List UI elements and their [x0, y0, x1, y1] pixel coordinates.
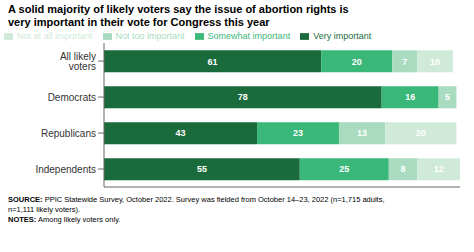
svg-text:20: 20: [416, 128, 426, 138]
svg-text:7: 7: [402, 57, 407, 67]
svg-text:23: 23: [293, 128, 303, 138]
svg-text:Republicans: Republicans: [41, 128, 96, 139]
html-text:NOTES: Among likely voters onl: NOTES: Among likely voters only.: [8, 215, 121, 224]
svg-text:5: 5: [445, 92, 450, 102]
html-text:Not too important: Not too important: [115, 31, 185, 41]
svg-text:13: 13: [357, 128, 367, 138]
svg-text:61: 61: [208, 57, 218, 67]
svg-text:Independents: Independents: [35, 164, 96, 175]
svg-text:16: 16: [405, 92, 415, 102]
svg-text:Democrats: Democrats: [48, 92, 96, 103]
html-text:Very important: Very important: [313, 31, 372, 41]
svg-text:12: 12: [434, 164, 444, 174]
svg-text:8: 8: [401, 164, 406, 174]
svg-text:43: 43: [176, 128, 186, 138]
svg-text:25: 25: [339, 164, 349, 174]
svg-text:10: 10: [430, 57, 440, 67]
svg-text:All likelyvoters: All likelyvoters: [60, 51, 96, 72]
html-text:Not at all important: Not at all important: [17, 31, 93, 41]
html-text:Somewhat important: Somewhat important: [207, 31, 291, 41]
svg-text:55: 55: [197, 164, 207, 174]
html-text:A solid majority of likely vot: A solid majority of likely voters say th…: [8, 3, 349, 15]
html-text:SOURCE: PPIC Statewide Survey,: SOURCE: PPIC Statewide Survey, October 2…: [8, 195, 385, 204]
svg-text:78: 78: [238, 92, 248, 102]
html-text:very important in their vote f: very important in their vote for Congres…: [8, 16, 270, 28]
svg-text:20: 20: [352, 57, 362, 67]
html-text:n=1,111 likely voters).: n=1,111 likely voters).: [8, 205, 81, 214]
